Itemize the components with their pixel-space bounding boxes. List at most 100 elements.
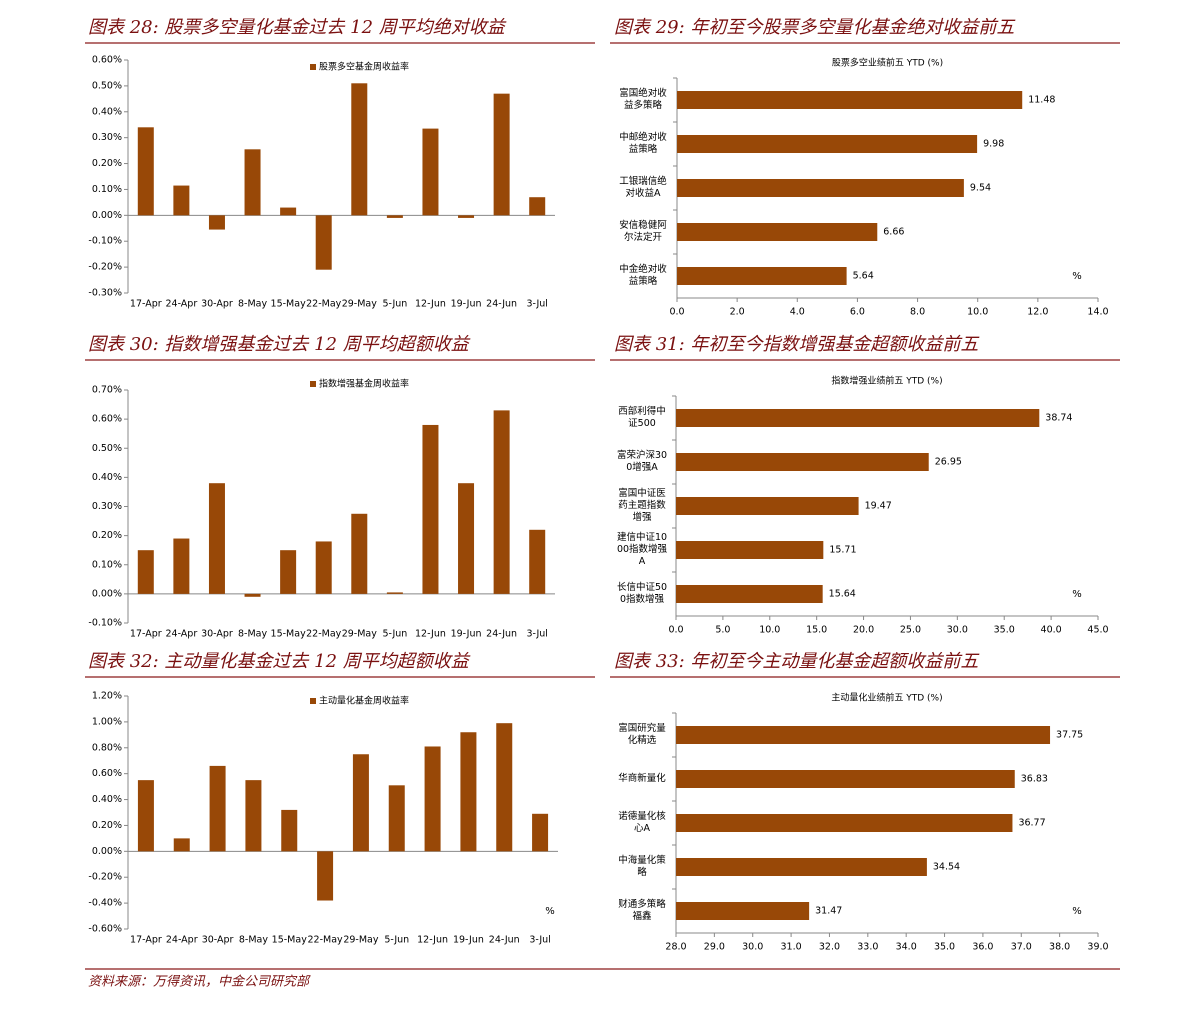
y-tick-label: 0.00% — [92, 588, 122, 599]
x-tick-label: 24-Jun — [489, 935, 520, 946]
x-tick-label: 5.0 — [715, 625, 730, 636]
y-tick-label: -0.40% — [88, 898, 122, 909]
bar — [386, 592, 403, 594]
bar — [532, 813, 549, 852]
x-tick-label: 3-Jul — [526, 629, 547, 640]
y-tick-label: 0.80% — [92, 742, 122, 753]
category-label-text: 中邮绝对收益策略 — [619, 132, 667, 155]
legend-swatch — [310, 698, 316, 704]
bar — [173, 185, 190, 216]
x-tick-label: 8-May — [238, 299, 267, 310]
bar — [677, 179, 964, 197]
x-tick-label: 15-May — [271, 299, 307, 310]
y-tick-label: 0.40% — [92, 106, 122, 117]
category-label-text: 诺德量化核心A — [618, 811, 666, 834]
x-tick-label: 19-Jun — [451, 299, 482, 310]
x-tick-label: 25.0 — [900, 625, 921, 636]
y-tick-label: 1.20% — [92, 691, 122, 702]
category-label-text: 华商新量化 — [618, 773, 666, 784]
x-tick-label: 30.0 — [947, 625, 968, 636]
x-tick-label: 40.0 — [1041, 625, 1062, 636]
category-label-text: 中金绝对收益策略 — [619, 264, 667, 287]
bar — [244, 149, 261, 216]
bar — [676, 453, 929, 471]
value-label: 36.77 — [1018, 818, 1045, 829]
bar — [352, 754, 369, 852]
bar — [208, 483, 225, 594]
y-tick-label: 0.30% — [92, 501, 122, 512]
category-label-text: 西部利得中证500 — [618, 406, 666, 429]
value-label: 6.66 — [883, 227, 904, 238]
x-tick-label: 39.0 — [1087, 942, 1108, 953]
x-tick-label: 32.0 — [819, 942, 840, 953]
x-tick-label: 45.0 — [1087, 625, 1108, 636]
legend-swatch — [310, 64, 316, 70]
bar — [529, 529, 546, 594]
x-tick-label: 29-May — [343, 935, 379, 946]
y-tick-label: 0.50% — [92, 80, 122, 91]
legend-swatch — [310, 381, 316, 387]
x-tick-label: 33.0 — [857, 942, 878, 953]
category-label-text: 财通多策略福鑫 — [618, 899, 666, 922]
bar — [173, 538, 190, 594]
bar — [458, 483, 475, 594]
category-label: 工银瑞信绝对收益A — [619, 176, 667, 199]
x-tick-label: 29.0 — [704, 942, 725, 953]
category-label: 建信中证1000指数增强A — [616, 532, 668, 567]
bar — [677, 135, 978, 153]
legend-label: 股票多空基金周收益率 — [319, 61, 409, 73]
bar — [424, 746, 441, 852]
x-tick-label: 24-Apr — [166, 299, 198, 310]
category-label: 富国中证医药主题指数增强 — [618, 488, 666, 523]
value-label: 5.64 — [853, 271, 874, 282]
annotation: % — [1072, 589, 1082, 600]
x-tick-label: 0.0 — [668, 625, 683, 636]
category-label-text: 建信中证1000指数增强A — [616, 532, 668, 567]
y-tick-label: 0.60% — [92, 55, 122, 66]
x-tick-label: 37.0 — [1011, 942, 1032, 953]
x-tick-label: 15-May — [272, 935, 308, 946]
y-tick-label: 0.70% — [92, 385, 122, 396]
chart-title: 指数增强业绩前五 YTD (%) — [831, 375, 942, 387]
bar — [351, 83, 368, 216]
bar — [676, 585, 823, 603]
annotation: % — [1072, 271, 1082, 282]
x-tick-label: 31.0 — [781, 942, 802, 953]
bar — [496, 723, 513, 852]
x-tick-label: 24-Jun — [486, 299, 517, 310]
y-tick-label: 0.20% — [92, 158, 122, 169]
category-label-text: 中海量化策略 — [618, 855, 666, 878]
legend-label: 指数增强基金周收益率 — [319, 378, 409, 390]
y-tick-label: 0.10% — [92, 184, 122, 195]
value-label: 11.48 — [1028, 95, 1055, 106]
value-label: 15.64 — [829, 589, 856, 600]
x-tick-label: 29-May — [342, 299, 378, 310]
heading: 图表 33: 年初至今主动量化基金超额收益前五 — [614, 651, 980, 672]
x-tick-label: 34.0 — [896, 942, 917, 953]
y-tick-label: 0.20% — [92, 530, 122, 541]
x-tick-label: 28.0 — [665, 942, 686, 953]
value-label: 15.71 — [829, 545, 856, 556]
bar — [677, 267, 847, 285]
x-tick-label: 3-Jul — [529, 935, 550, 946]
bar — [460, 732, 477, 852]
bar — [209, 765, 226, 852]
x-tick-label: 12.0 — [1027, 307, 1048, 318]
y-tick-label: 0.00% — [92, 846, 122, 857]
x-tick-label: 29-May — [342, 629, 378, 640]
bar — [388, 785, 405, 852]
value-label: 34.54 — [933, 862, 960, 873]
category-label: 中金绝对收益策略 — [619, 264, 667, 287]
x-tick-label: 30-Apr — [201, 299, 233, 310]
category-label: 安信稳健阿尔法定开 — [619, 220, 667, 243]
bar — [676, 814, 1013, 832]
bar — [676, 858, 927, 876]
x-tick-label: 17-Apr — [130, 935, 162, 946]
bar — [676, 497, 859, 515]
y-tick-label: -0.30% — [88, 288, 122, 299]
bar — [386, 215, 403, 218]
category-label: 西部利得中证500 — [618, 406, 666, 429]
heading: 图表 32: 主动量化基金过去 12 周平均超额收益 — [88, 651, 471, 672]
bar — [422, 424, 439, 594]
bar — [137, 127, 154, 216]
